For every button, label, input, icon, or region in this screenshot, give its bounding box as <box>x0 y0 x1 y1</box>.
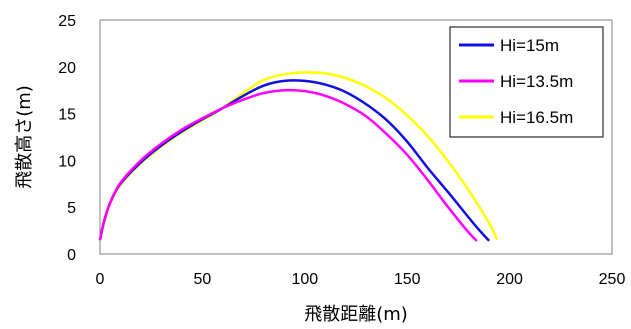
x-tick-label: 0 <box>96 271 105 288</box>
y-axis-title: 飛散高さ(m) <box>14 85 35 189</box>
y-tick-label: 0 <box>67 247 76 264</box>
legend-label: Hi=16.5m <box>500 108 573 127</box>
x-tick-label: 150 <box>394 271 421 288</box>
x-tick-label: 250 <box>599 271 626 288</box>
x-tick-label: 200 <box>496 271 523 288</box>
series-lines <box>98 71 499 242</box>
y-tick-label: 5 <box>67 200 76 217</box>
x-tick-label: 50 <box>194 271 212 288</box>
x-axis-title: 飛散距離(m) <box>304 304 408 325</box>
y-tick-label: 20 <box>58 60 76 77</box>
x-tick-label: 100 <box>291 271 318 288</box>
y-tick-label: 15 <box>58 107 76 124</box>
legend-label: Hi=13.5m <box>500 72 573 91</box>
y-tick-label: 10 <box>58 153 76 170</box>
legend: Hi=15m Hi=13.5m Hi=16.5m <box>449 26 604 138</box>
x-axis-tick-labels: 0 50 100 150 200 250 <box>96 271 626 288</box>
y-tick-label: 25 <box>58 13 76 30</box>
y-axis-tick-labels: 0 5 10 15 20 25 <box>58 13 76 264</box>
legend-label: Hi=15m <box>500 36 559 55</box>
series-line <box>98 88 478 242</box>
plot-area-border <box>99 19 613 255</box>
